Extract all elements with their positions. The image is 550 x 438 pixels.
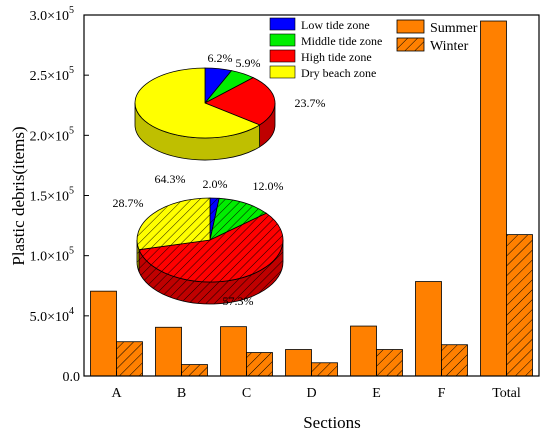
pie-slice-label: 2.0%: [203, 177, 228, 191]
axes-group: 0.0 5.0×104 1.0×105 1.5×105 2.0×105 2.5×105 3.…: [9, 5, 540, 432]
pie-slice-label: 57.3%: [223, 294, 254, 308]
y-axis-label: Plastic debris(items): [9, 126, 28, 265]
pie-legend-swatch: [269, 49, 296, 63]
pie-slice-dry-beach-zone: [136, 197, 211, 251]
bar-winter-f: [441, 344, 468, 377]
x-tick-label: C: [242, 386, 251, 401]
y-tick-label: 2.5×105: [30, 65, 74, 84]
pie-slice-label: 23.7%: [295, 96, 326, 110]
pie-legend-label: Dry beach zone: [301, 66, 376, 80]
x-tick-label: D: [306, 386, 316, 401]
y-tick-label: 1.0×105: [30, 246, 74, 265]
legend-label-summer: Summer: [430, 21, 478, 36]
inset-pies-group: 6.2% 5.9% 23.7% 64.3% 2.0% 12.0% 57.3% 28.7%: [113, 51, 326, 308]
bar-winter-d: [311, 362, 338, 377]
pie-slice-high-tide-zone: [204, 77, 276, 126]
bar-winter-b: [181, 364, 208, 377]
pie-legend-swatch: [269, 17, 296, 31]
pie-legend: Low tide zone Middle tide zone High tide z…: [269, 17, 382, 80]
bar-winter-a: [116, 341, 143, 377]
bar-winter-total: [506, 234, 533, 377]
x-tick-label: F: [438, 386, 446, 401]
y-tick-label: 1.5×105: [30, 186, 74, 205]
x-tick-label: E: [372, 386, 381, 401]
pie-legend-label: Low tide zone: [301, 18, 370, 32]
x-tick-label: Total: [492, 386, 521, 401]
x-axis-ticks: A B C D E F Total: [111, 371, 521, 401]
x-tick-label: B: [177, 386, 186, 401]
x-axis-label: Sections: [303, 413, 361, 432]
y-tick-label: 0.0: [63, 370, 81, 385]
pie-slice-label: 64.3%: [155, 172, 186, 186]
y-axis-ticks: 0.0 5.0×104 1.0×105 1.5×105 2.0×105 2.5×105 3.…: [30, 5, 89, 385]
bar-summer-e: [350, 325, 377, 377]
bar-summer-a: [90, 290, 117, 377]
bar-summer-d: [285, 349, 312, 377]
pie-legend-label: High tide zone: [301, 50, 372, 64]
bar-winter-c: [246, 352, 273, 377]
pie-legend-swatch: [269, 65, 296, 79]
y-tick-label: 3.0×105: [30, 5, 74, 24]
y-tick-label: 5.0×104: [30, 306, 74, 325]
bar-summer-f: [415, 281, 442, 377]
legend-swatch-summer: [396, 19, 425, 34]
legend-swatch-winter: [396, 37, 425, 52]
y-tick-label: 2.0×105: [30, 125, 74, 144]
pie-slice-dry-beach-zone: [134, 67, 261, 139]
bar-summer-total: [480, 20, 507, 377]
pie-slice-high-tide-zone: [138, 212, 284, 283]
pie-winter: 2.0% 12.0% 57.3% 28.7%: [113, 177, 284, 308]
pie-slice-label: 5.9%: [236, 56, 261, 70]
pie-slice-label: 12.0%: [253, 179, 284, 193]
bar-summer-c: [220, 326, 247, 377]
pie-legend-swatch: [269, 33, 296, 47]
pie-summer: 6.2% 5.9% 23.7% 64.3%: [134, 51, 326, 186]
bar-legend: Summer Winter: [396, 19, 478, 54]
pie-slice-label: 6.2%: [208, 51, 233, 65]
legend-label-winter: Winter: [430, 39, 469, 54]
pie-legend-label: Middle tide zone: [301, 34, 382, 48]
x-tick-label: A: [111, 386, 122, 401]
pie-slice-label: 28.7%: [113, 196, 144, 210]
bars-group: [90, 20, 533, 377]
bar-winter-e: [376, 349, 403, 377]
bar-summer-b: [155, 326, 182, 377]
